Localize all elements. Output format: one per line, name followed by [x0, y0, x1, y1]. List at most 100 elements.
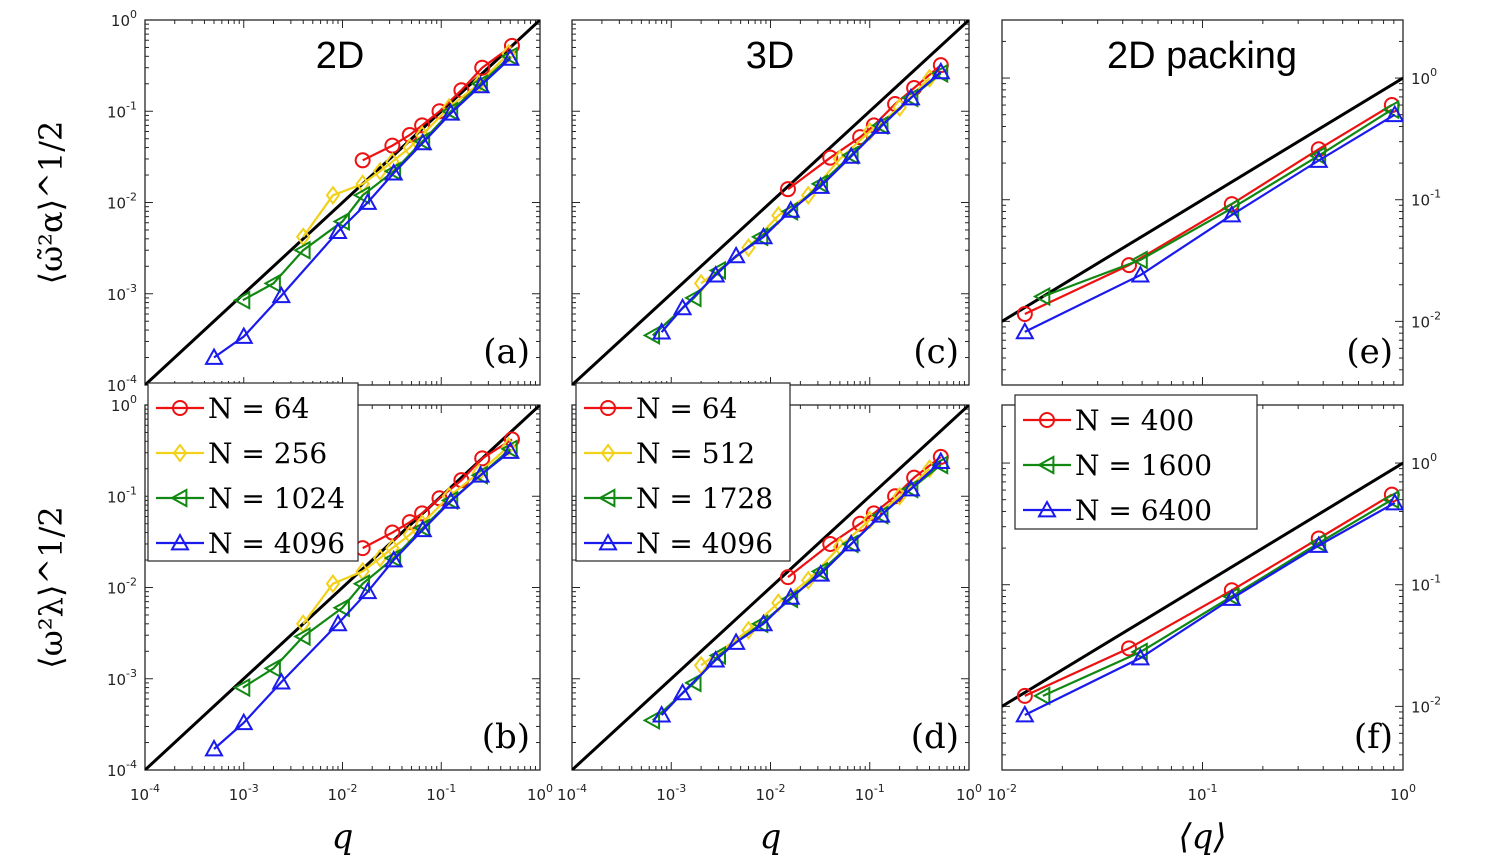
series-line	[362, 438, 513, 550]
data-point	[931, 61, 951, 80]
series-line	[1024, 113, 1396, 333]
data-point	[232, 677, 251, 698]
data-point	[204, 738, 224, 757]
data-point	[470, 75, 491, 94]
legend-entry: N = 512	[584, 437, 755, 470]
y-axis-label: ⟨ω̃²α⟩^1/2	[32, 121, 70, 285]
legend-marker	[1036, 455, 1055, 475]
series-N6400	[1015, 104, 1403, 340]
series-N4096	[651, 451, 951, 723]
legend-marker	[169, 488, 188, 508]
data-point	[352, 574, 371, 594]
legend-c: N = 64 N = 512 N = 1728 N = 4096	[575, 382, 791, 562]
legend-label: N = 400	[1075, 404, 1194, 437]
data-point	[1121, 640, 1138, 657]
legend-label: N = 1600	[1075, 449, 1212, 482]
x-tick-label: 10-3	[229, 782, 259, 804]
legend-label: N = 512	[636, 437, 755, 470]
data-point	[474, 450, 491, 467]
reference-line	[572, 20, 969, 385]
data-point	[372, 161, 388, 181]
y-tick-label: 100	[111, 8, 137, 30]
y-tick-label: 100	[1411, 451, 1437, 473]
data-point	[779, 181, 796, 198]
legend-entry: N = 1600	[1023, 449, 1212, 482]
legend-entry: N = 256	[156, 437, 327, 470]
data-point	[901, 87, 921, 106]
legend-label: N = 64	[636, 392, 737, 425]
data-point	[232, 290, 251, 310]
legend-entry: N = 4096	[156, 527, 345, 560]
data-point	[779, 569, 796, 586]
legend-marker	[172, 443, 188, 463]
data-point	[470, 465, 488, 485]
reference-line	[1002, 76, 1403, 323]
series-line	[302, 52, 510, 238]
data-point	[263, 658, 281, 679]
data-point	[753, 226, 774, 245]
y-tick-label: 100	[1411, 66, 1437, 88]
x-tick-label: 10-3	[656, 782, 686, 804]
data-point	[358, 192, 378, 210]
legend-marker	[597, 488, 616, 508]
series-line	[213, 57, 512, 359]
data-point	[800, 570, 816, 590]
series-line	[302, 445, 510, 625]
x-axis-label: ⟨q⟩	[1178, 817, 1226, 857]
x-tick-label: 10-4	[130, 782, 160, 804]
x-tick-label: 10-2	[987, 782, 1017, 804]
series-line	[213, 450, 511, 750]
legend-marker	[1039, 412, 1055, 428]
data-point	[271, 671, 291, 690]
y-tick-label: 10-2	[1411, 309, 1441, 331]
data-point	[372, 548, 388, 568]
data-point	[271, 285, 291, 304]
legend-entry: N = 1728	[584, 482, 773, 515]
data-point	[684, 673, 702, 693]
data-point	[234, 712, 254, 731]
data-point	[1222, 204, 1242, 223]
series-N4096	[204, 48, 520, 365]
x-axis-label: q	[760, 817, 782, 857]
data-point	[1032, 286, 1051, 307]
x-tick-label: 100	[956, 782, 982, 804]
data-point	[870, 505, 889, 525]
plot-area	[1002, 461, 1403, 723]
data-point	[931, 451, 951, 469]
legend-marker	[1037, 499, 1057, 518]
legend-entry: N = 1024	[156, 482, 345, 515]
data-point	[753, 613, 774, 632]
data-point	[684, 288, 702, 308]
data-point	[810, 176, 831, 194]
data-point	[822, 535, 839, 552]
data-point	[841, 146, 861, 164]
x-tick-label: 100	[1390, 782, 1416, 804]
legend-label: N = 1024	[208, 482, 345, 515]
legend-box	[147, 382, 359, 562]
data-point	[1015, 704, 1035, 723]
data-point	[234, 326, 254, 344]
series-N4096	[204, 441, 520, 757]
panel-label: (b)	[482, 717, 530, 757]
data-point	[871, 505, 891, 523]
data-point	[871, 116, 891, 134]
y-tick-label: 10-2	[107, 576, 137, 598]
data-point	[354, 152, 371, 169]
legend-label: N = 4096	[636, 527, 773, 560]
data-point	[1130, 250, 1148, 270]
legend-label: N = 4096	[208, 527, 345, 560]
data-point	[822, 149, 839, 166]
series-line	[660, 71, 942, 333]
series-line	[660, 460, 942, 716]
x-tick-label: 10-1	[855, 782, 885, 804]
data-point	[900, 88, 919, 108]
x-tick-label: 10-2	[327, 782, 357, 804]
data-point	[862, 121, 877, 142]
panel-title: 3D	[746, 35, 795, 77]
panel-a: 10-4 10-3 10-2 10-1 100 2D (a)	[107, 8, 541, 395]
data-point	[862, 510, 877, 530]
data-point	[474, 59, 491, 76]
data-point	[1121, 257, 1138, 274]
data-point	[642, 710, 661, 731]
x-tick-label: 100	[527, 782, 553, 804]
